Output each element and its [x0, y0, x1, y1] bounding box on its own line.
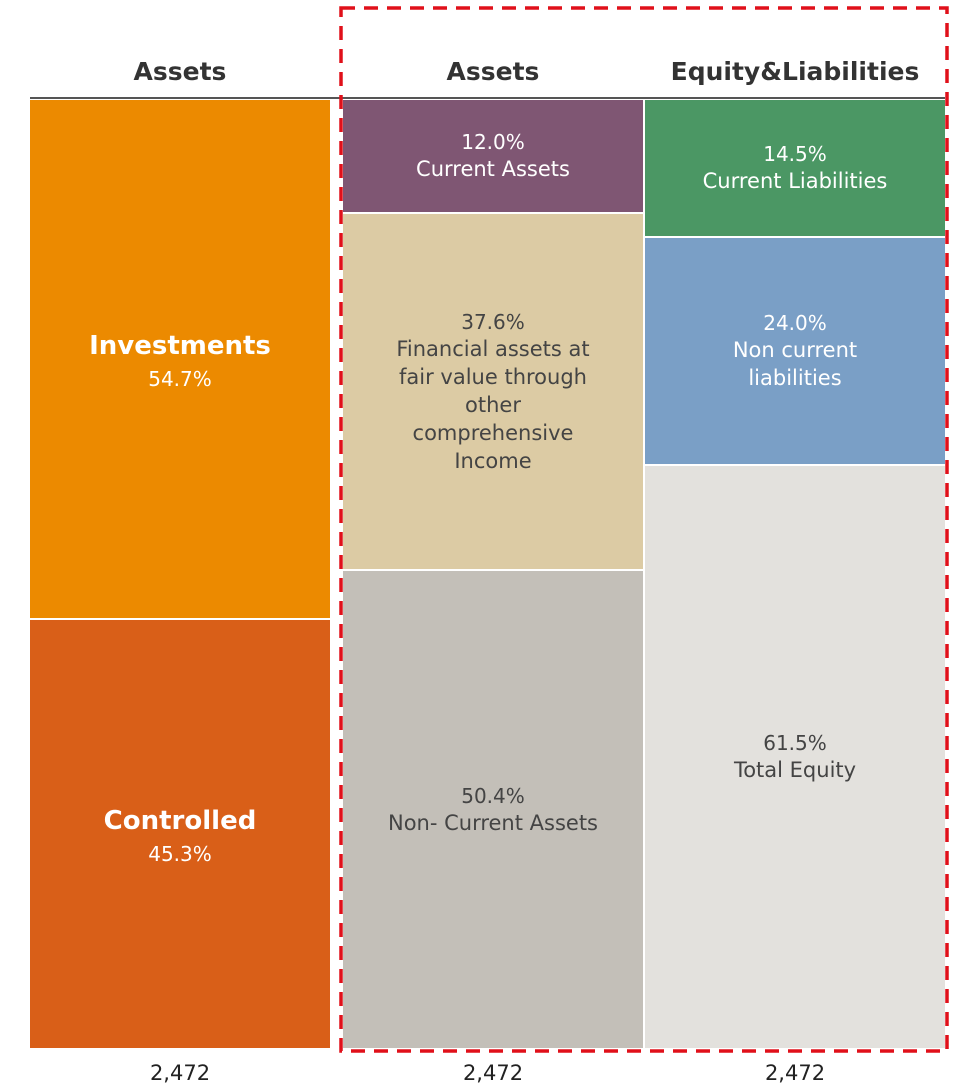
column-title: Assets	[133, 57, 227, 86]
column-total: 2,472	[149, 1061, 211, 1085]
segment: 24.0% Non current liabilities	[645, 237, 945, 466]
segment-name: Investments	[89, 330, 271, 361]
segment-value-label: 37.6%	[461, 309, 525, 334]
segment: Investments 54.7%	[30, 100, 330, 620]
column-title: Equity&Liabilities	[670, 57, 920, 86]
column-total: 2,472	[764, 1061, 826, 1085]
column-title: Assets	[446, 57, 540, 86]
segment-value-label: 61.5%	[763, 730, 827, 755]
segment-name: Non- Current Assets	[387, 810, 598, 835]
segment-name: Total Equity	[733, 757, 857, 782]
segment-value-label: 24.0%	[763, 310, 827, 335]
segment-name: Non current liabilities	[732, 337, 858, 390]
segment-value-label: 50.4%	[461, 783, 525, 808]
segment: 50.4% Non- Current Assets	[343, 571, 643, 1050]
segment-name: Current Assets	[416, 157, 570, 181]
segment-value-label: 12.0%	[461, 130, 525, 154]
segment-name: Financial assets at fair value through o…	[396, 336, 590, 473]
segment-value-label: 45.3%	[148, 841, 212, 866]
segment: 14.5% Current Liabilities	[645, 100, 945, 238]
segment: Controlled 45.3%	[30, 619, 330, 1050]
segment-value-label: 14.5%	[763, 141, 827, 166]
segment: 12.0% Current Assets	[343, 100, 643, 214]
header-rule	[30, 97, 945, 99]
segment: 37.6% Financial assets at fair value thro…	[343, 214, 643, 572]
segment-name: Controlled	[103, 805, 257, 836]
segment-value-label: 54.7%	[148, 366, 212, 391]
column-total: 2,472	[462, 1061, 524, 1085]
segment-name: Current Liabilities	[702, 168, 888, 193]
segment: 61.5% Total Equity	[645, 465, 945, 1050]
